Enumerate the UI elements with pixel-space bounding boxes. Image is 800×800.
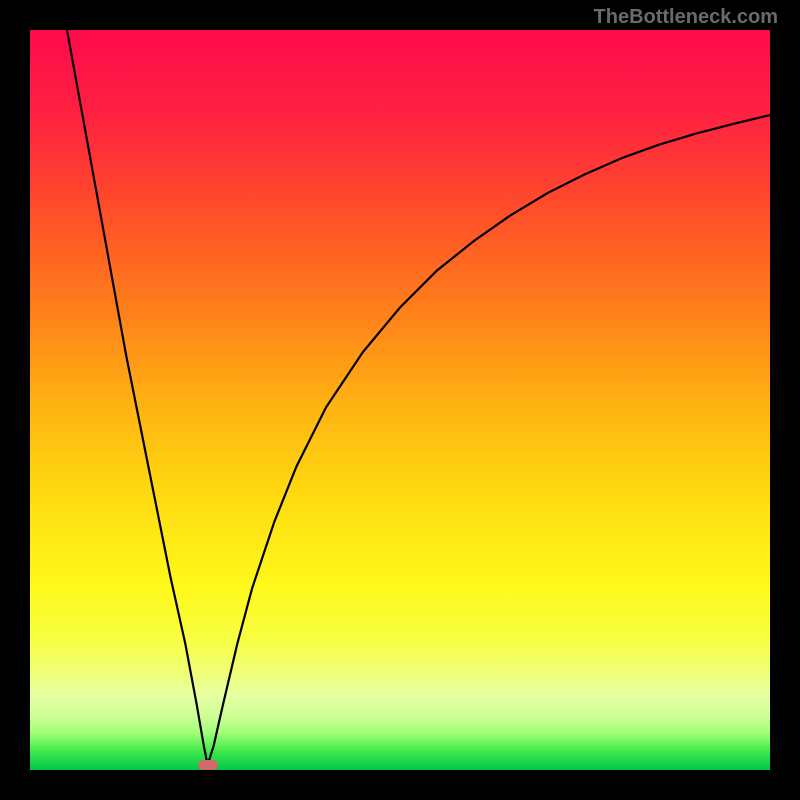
- watermark: TheBottleneck.com: [594, 6, 778, 29]
- chart-background: [30, 30, 770, 770]
- plot-area: [30, 30, 770, 770]
- minimum-marker: [198, 760, 218, 770]
- chart-svg: [30, 30, 770, 770]
